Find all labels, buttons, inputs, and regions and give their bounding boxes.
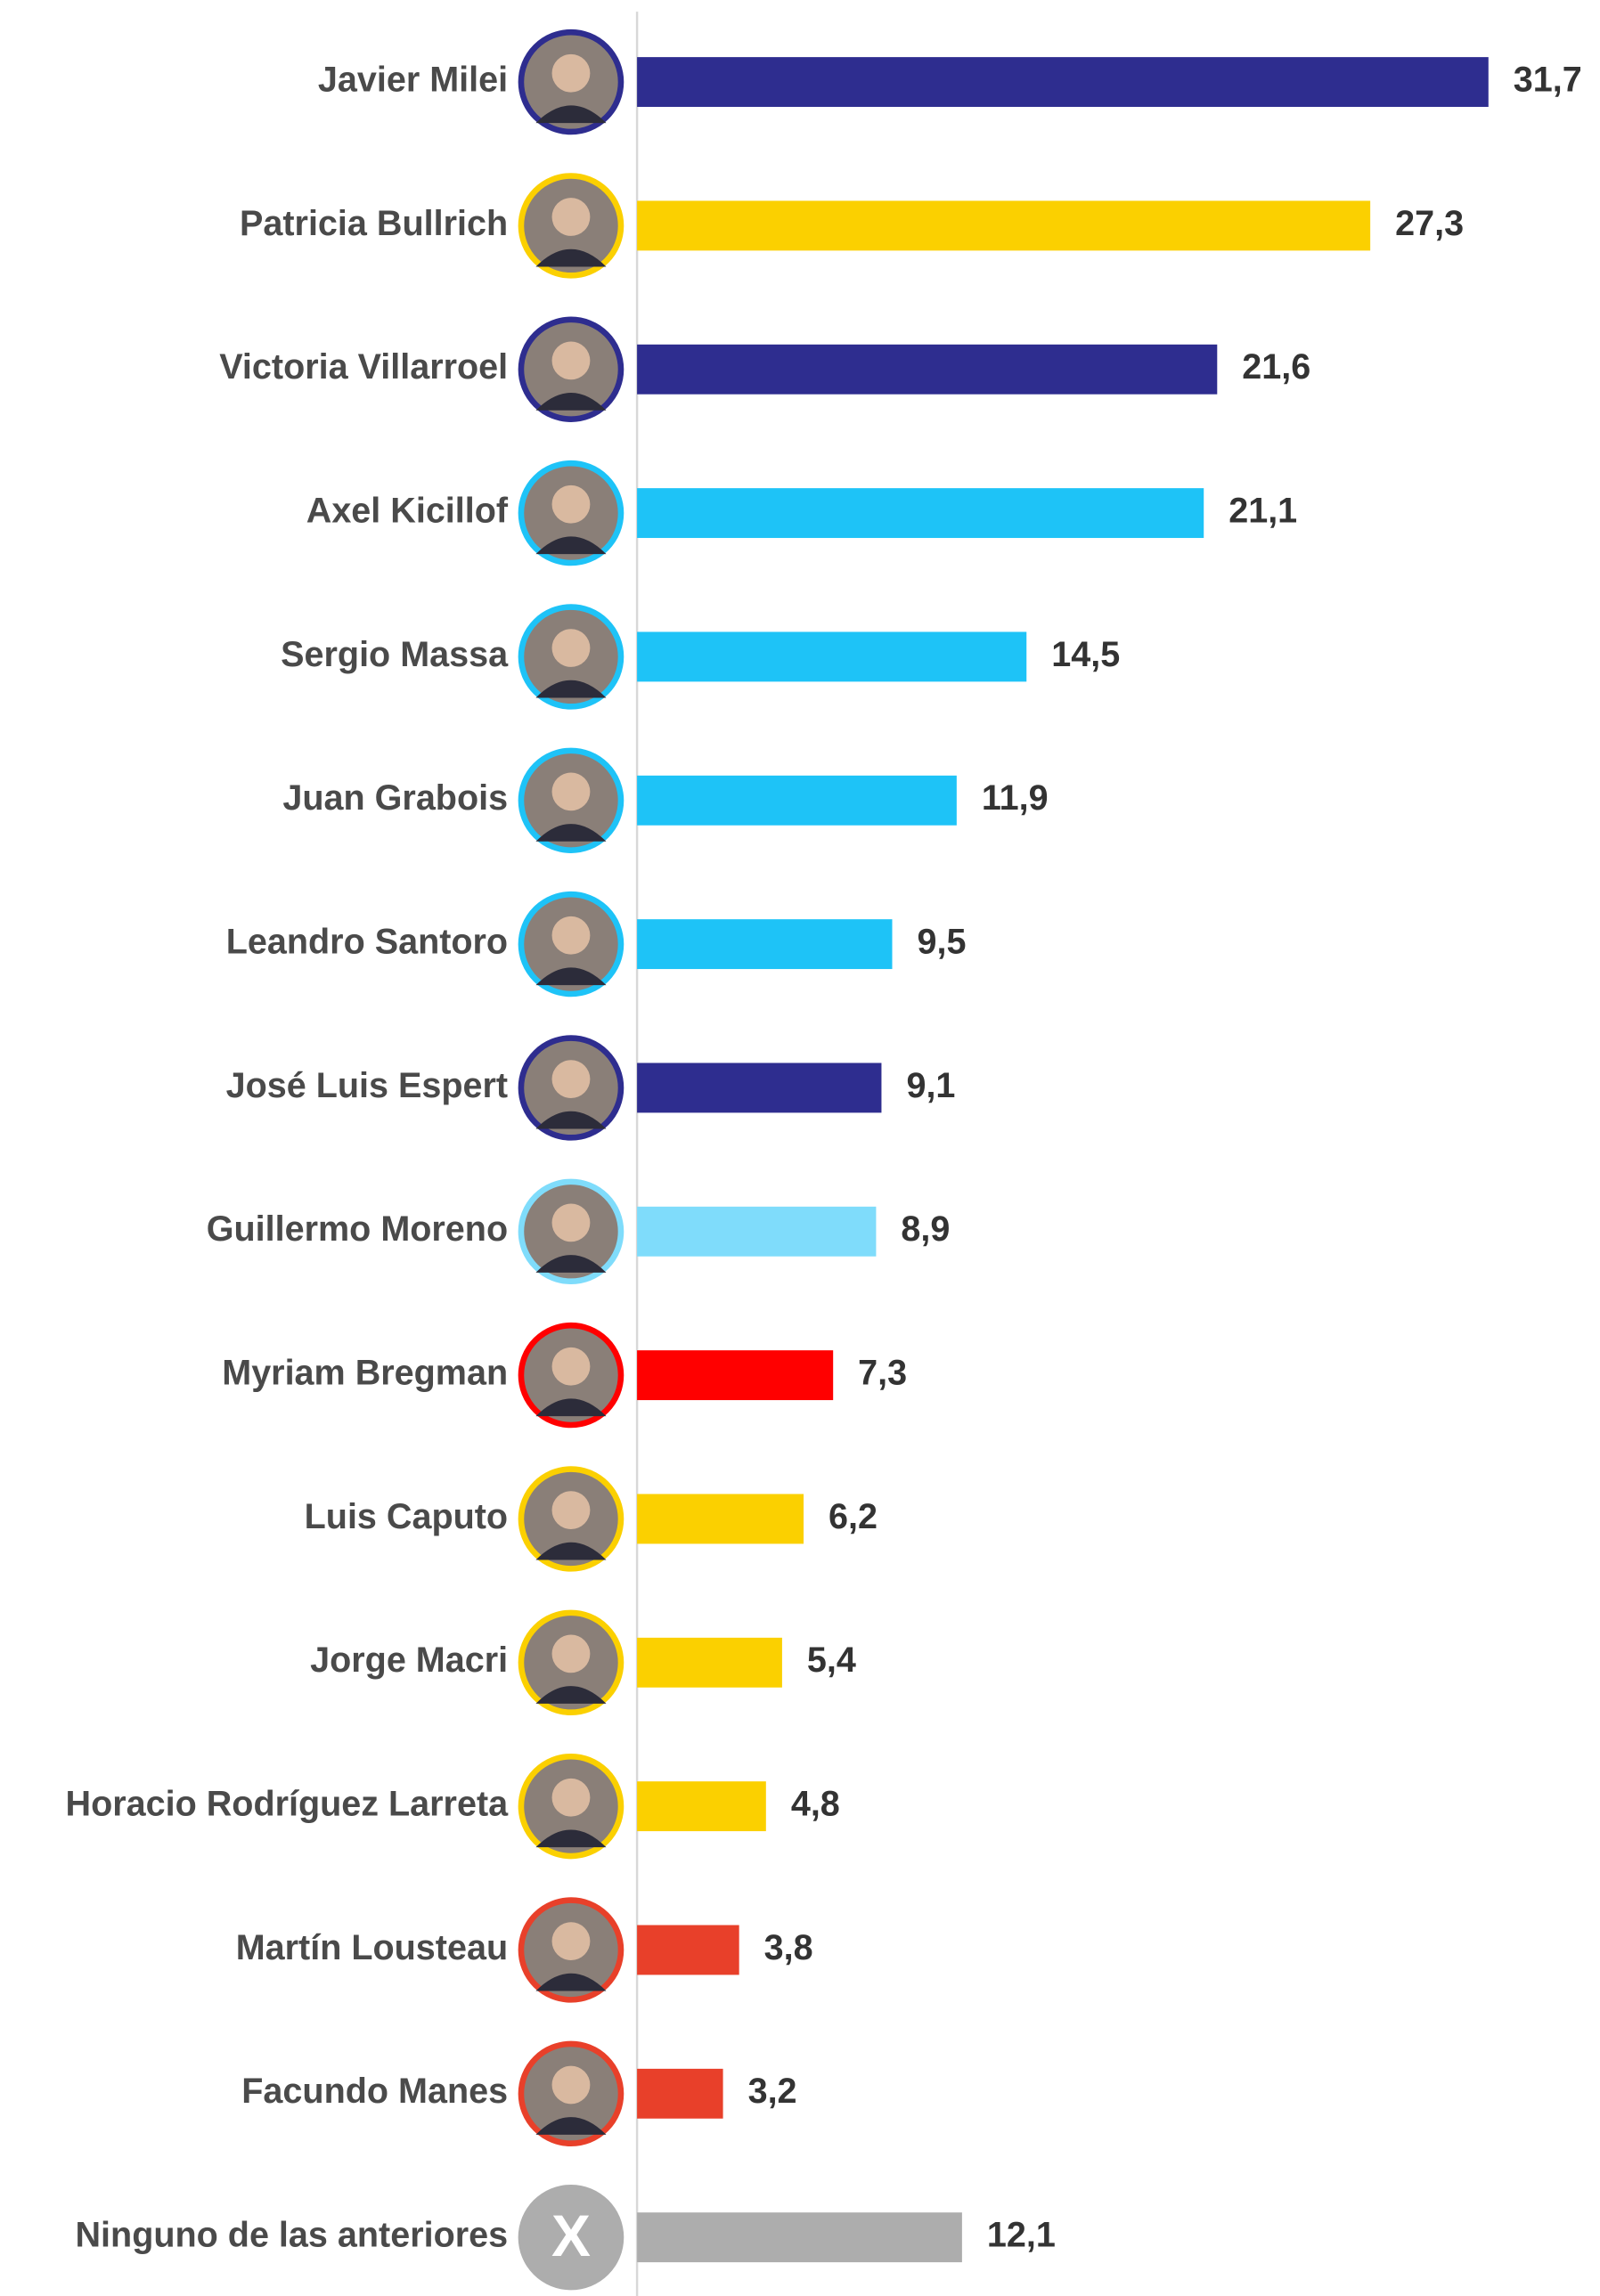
bar (637, 1638, 782, 1688)
category-label: Luis Caputo (305, 1497, 508, 1536)
value-label: 31,7 (1514, 61, 1582, 100)
avatar-head (552, 773, 591, 811)
avatar-head (552, 629, 591, 667)
page: {"chart_data": {"type": "bar", "orientat… (0, 0, 1600, 2296)
value-label: 3,8 (764, 1928, 813, 1967)
avatar-icon: X (551, 2202, 591, 2268)
category-label: Horacio Rodríguez Larreta (66, 1785, 510, 1824)
value-label: 9,1 (906, 1066, 955, 1105)
bar (637, 345, 1217, 395)
value-label: 14,5 (1051, 635, 1120, 674)
bar (637, 2069, 722, 2119)
avatar-head (552, 1204, 591, 1242)
avatar-head (552, 1060, 591, 1098)
avatar-head (552, 1635, 591, 1673)
bar (637, 488, 1204, 538)
bar (637, 57, 1489, 107)
avatar-head (552, 1779, 591, 1817)
avatar-head (552, 2066, 591, 2105)
avatar-head (552, 342, 591, 380)
avatar-head (552, 1347, 591, 1386)
value-label: 8,9 (901, 1209, 950, 1249)
category-label: Sergio Massa (281, 635, 509, 674)
bar (637, 2212, 962, 2262)
chart: Javier Milei 31,7 Patricia Bullrich 27,3 Vic… (0, 0, 1600, 2296)
value-label: 27,3 (1395, 204, 1464, 243)
bar (637, 1494, 804, 1544)
avatar-head (552, 1922, 591, 1960)
bar (637, 1350, 833, 1400)
value-label: 5,4 (807, 1641, 856, 1680)
bar (637, 1926, 739, 1975)
avatar-head (552, 916, 591, 955)
value-label: 6,2 (829, 1497, 878, 1536)
value-label: 12,1 (987, 2216, 1056, 2255)
value-label: 3,2 (748, 2072, 797, 2111)
category-label: Axel Kicillof (306, 492, 509, 531)
bar (637, 776, 957, 826)
avatar-head (552, 198, 591, 236)
category-label: Leandro Santoro (226, 923, 508, 962)
avatar-head (552, 1491, 591, 1529)
bar (637, 1207, 876, 1257)
category-label: Juan Grabois (282, 778, 508, 818)
category-label: Jorge Macri (310, 1641, 508, 1680)
category-label: Guillermo Moreno (207, 1209, 508, 1249)
category-label: Victoria Villarroel (219, 347, 508, 387)
bar (637, 919, 892, 969)
value-label: 11,9 (982, 778, 1049, 818)
category-label: Martín Lousteau (236, 1928, 508, 1967)
bar (637, 200, 1370, 250)
value-label: 21,1 (1229, 492, 1297, 531)
value-label: 7,3 (858, 1354, 907, 1393)
category-label: Facundo Manes (241, 2072, 508, 2111)
category-label: José Luis Espert (226, 1066, 508, 1105)
avatar-head (552, 54, 591, 93)
bar (637, 1063, 881, 1112)
value-label: 4,8 (791, 1785, 840, 1824)
bar (637, 1781, 766, 1831)
avatar-head (552, 485, 591, 524)
category-label: Ninguno de las anteriores (76, 2216, 509, 2255)
category-label: Myriam Bregman (222, 1354, 508, 1393)
value-label: 21,6 (1242, 347, 1310, 387)
category-label: Patricia Bullrich (240, 204, 508, 243)
value-label: 9,5 (918, 923, 967, 962)
bar (637, 631, 1026, 681)
category-label: Javier Milei (318, 61, 508, 100)
